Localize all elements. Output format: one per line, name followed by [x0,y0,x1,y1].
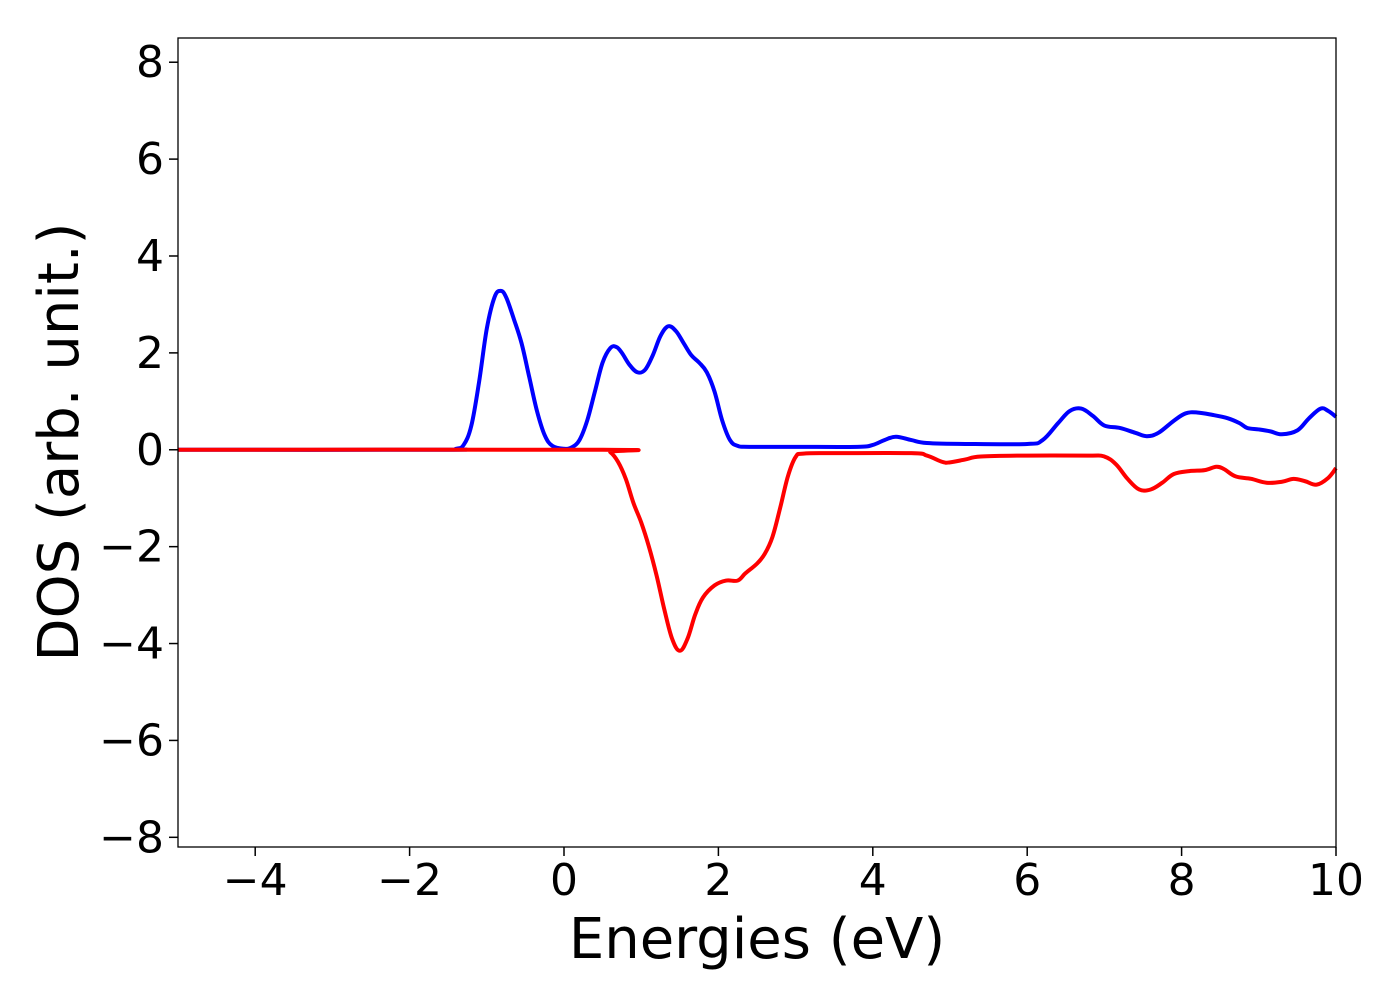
y-tick-label: 4 [136,231,164,282]
series-group [177,288,1338,653]
y-tick-label: −2 [99,522,164,573]
x-tick-label: 2 [704,855,732,906]
plot-frame [177,37,1337,848]
y-tick-label: 6 [136,134,164,185]
x-tick-label: 8 [1168,855,1196,906]
x-tick-label: 4 [859,855,887,906]
x-tick-label: −2 [377,855,442,906]
y-tick-label: −6 [99,715,164,766]
y-axis-ticks: −8 −6 −4 −2 0 2 4 6 8 [99,37,178,863]
x-tick-label: 0 [550,855,578,906]
y-axis-label: DOS (arb. unit.) [27,222,92,661]
y-tick-label: 8 [136,37,164,88]
x-tick-label: 6 [1013,855,1041,906]
y-tick-label: −8 [99,812,164,863]
x-axis-label: Energies (eV) [569,907,945,972]
series-line-red [177,447,1338,653]
y-tick-label: 2 [136,328,164,379]
x-tick-label: 10 [1308,855,1364,906]
x-axis-ticks: −4 −2 0 2 4 6 8 10 [223,847,1364,906]
x-tick-label: −4 [223,855,288,906]
y-tick-label: 0 [136,425,164,476]
y-tick-label: −4 [99,619,164,670]
series-line-blue [177,288,1338,452]
plot-area [178,38,1336,847]
